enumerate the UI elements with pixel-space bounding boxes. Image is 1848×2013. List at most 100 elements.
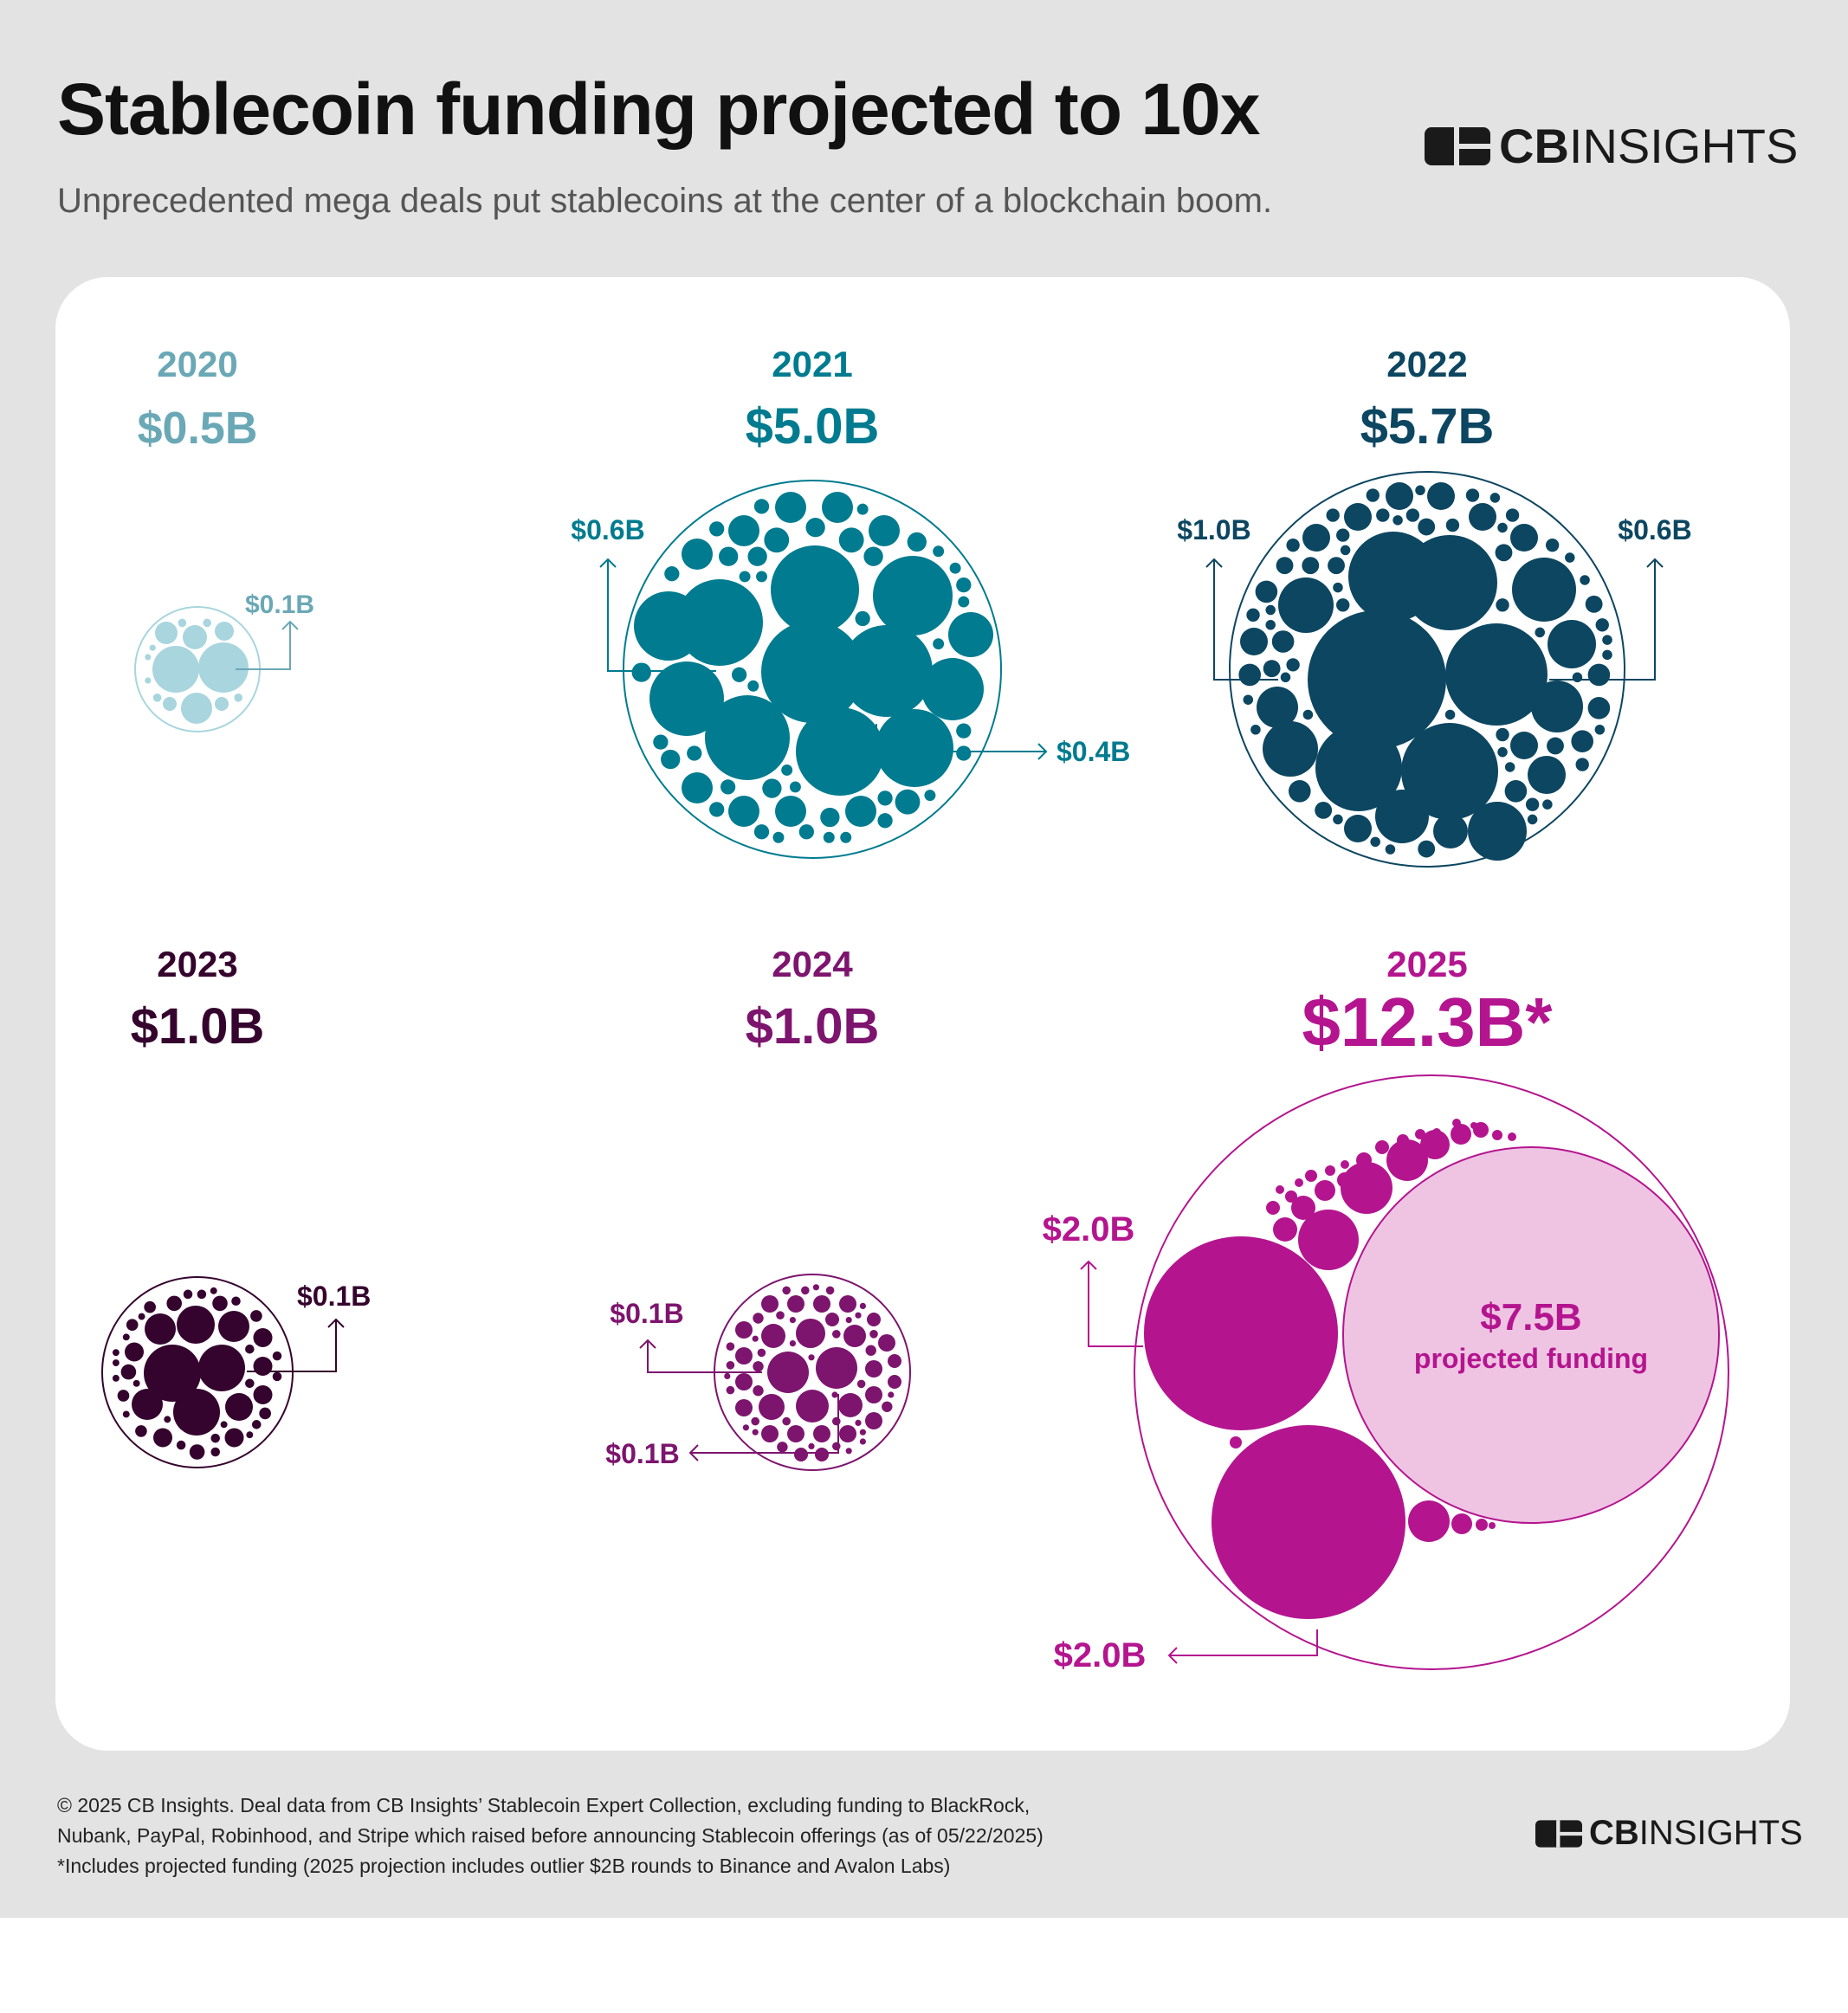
bubble	[869, 515, 900, 546]
leader-line	[236, 622, 291, 670]
bubble	[787, 1295, 804, 1313]
bubble	[878, 1334, 895, 1352]
leader-line	[876, 724, 1046, 752]
bubble	[117, 1390, 130, 1402]
bubble	[794, 1448, 808, 1461]
bubble	[1386, 482, 1413, 510]
arrow-head	[1205, 558, 1223, 568]
bubble	[1315, 1180, 1335, 1201]
bubble	[813, 1425, 830, 1442]
bubble	[155, 622, 178, 644]
bubble	[1427, 482, 1455, 510]
bubble	[742, 1424, 750, 1431]
bubble	[845, 1448, 852, 1455]
bubble	[1535, 627, 1545, 638]
bubble	[775, 796, 806, 827]
bubble	[796, 1319, 825, 1348]
leader-line	[1088, 1261, 1143, 1347]
bubble	[1420, 1130, 1450, 1159]
bubble	[661, 749, 681, 770]
bubble	[761, 621, 863, 723]
bubble	[841, 625, 933, 717]
bubble	[753, 1313, 764, 1324]
year-label: 2020	[157, 344, 237, 384]
bubble	[272, 1351, 282, 1361]
bubble	[956, 745, 972, 761]
bubble	[1344, 503, 1372, 531]
bubble	[120, 1364, 137, 1380]
bubble	[808, 1442, 815, 1449]
bubble	[664, 566, 680, 582]
bubble	[1469, 503, 1496, 531]
bubble	[1240, 628, 1268, 655]
bubble	[164, 1416, 171, 1423]
bubble	[949, 562, 961, 574]
bubble	[815, 1448, 829, 1461]
bubble	[865, 1412, 882, 1429]
bubble	[144, 1345, 201, 1402]
bubble-outline	[623, 480, 1002, 859]
bubble	[839, 1425, 856, 1442]
bubble	[759, 1394, 785, 1420]
bubble	[1298, 1210, 1359, 1270]
bubble	[1238, 663, 1261, 687]
projected-value-label: $7.5B	[1480, 1296, 1581, 1339]
bubble	[215, 697, 229, 711]
projected-sublabel: projected funding	[1414, 1343, 1648, 1374]
bubble	[735, 1373, 753, 1390]
bubble	[1528, 756, 1566, 794]
bubble	[856, 503, 869, 515]
bubble	[921, 658, 984, 720]
bubble	[682, 772, 713, 803]
bubble	[212, 1295, 228, 1312]
bubble	[856, 1379, 866, 1389]
bubble	[728, 796, 759, 827]
bubble	[1402, 535, 1497, 630]
bubble	[751, 1416, 759, 1426]
bubble	[132, 1379, 140, 1387]
bubble	[1445, 518, 1460, 532]
bubble	[1531, 681, 1583, 732]
bubble	[709, 521, 725, 537]
bubble	[634, 591, 703, 661]
bubble	[753, 1361, 764, 1372]
bubble	[752, 1335, 759, 1342]
arrow-head	[1646, 558, 1664, 568]
footnote-line: © 2025 CB Insights. Deal data from CB In…	[57, 1794, 1031, 1816]
bubble	[1585, 595, 1603, 613]
bubble	[1505, 508, 1520, 522]
bubble	[719, 546, 739, 566]
bubble	[756, 571, 768, 583]
bubble	[735, 1347, 753, 1365]
bubble	[183, 625, 207, 649]
bubble	[272, 1371, 282, 1382]
bubble	[1497, 746, 1508, 758]
leader-line	[690, 1394, 839, 1454]
bubble	[1305, 1170, 1317, 1182]
bubble	[752, 1429, 759, 1436]
bubble	[1366, 488, 1380, 502]
bubble	[1276, 557, 1294, 575]
annotation-label: $0.1B	[610, 1298, 683, 1329]
bubble	[1243, 694, 1254, 705]
bubble	[845, 796, 876, 827]
bubble	[145, 1313, 176, 1345]
bubble-outline	[1229, 471, 1625, 868]
bubble	[198, 1345, 245, 1391]
bubble	[1496, 598, 1509, 612]
bubble	[762, 778, 782, 798]
bubble	[832, 1330, 841, 1339]
bubble	[177, 1306, 215, 1344]
bubble	[210, 1447, 220, 1457]
cb-insights-logo: CB INSIGHTS	[1425, 118, 1798, 174]
bubble	[772, 831, 785, 843]
bubble	[726, 1342, 735, 1351]
bubble	[761, 1295, 779, 1313]
bubble	[163, 697, 177, 711]
bubble	[776, 1311, 785, 1319]
bubble	[757, 1348, 766, 1358]
bubble	[653, 734, 669, 750]
bubble	[210, 1433, 220, 1443]
bubble	[253, 1357, 273, 1376]
bubble	[176, 1440, 186, 1450]
